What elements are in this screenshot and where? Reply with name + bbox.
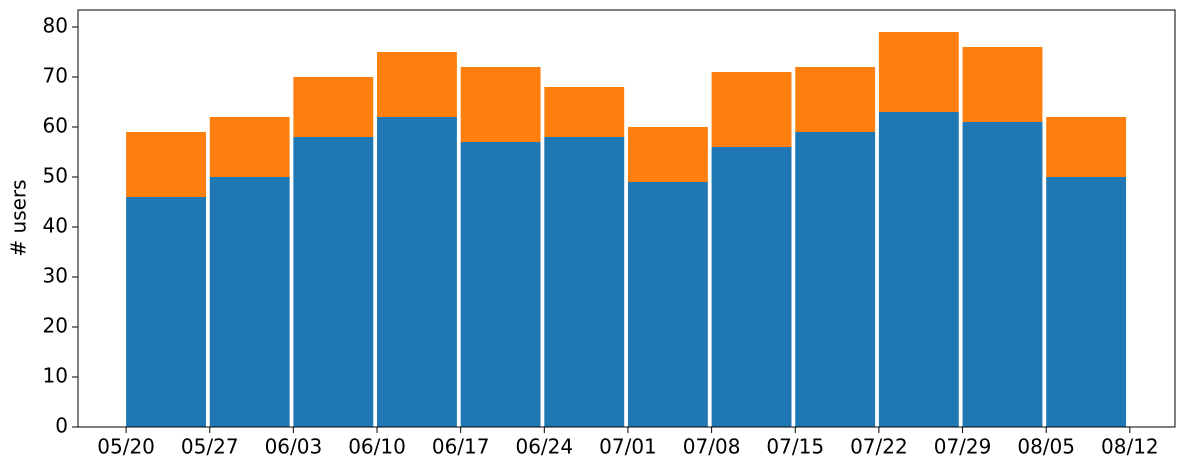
bar-segment: [460, 142, 541, 427]
bar-segment: [126, 132, 206, 197]
x-tick-label: 06/17: [432, 435, 490, 459]
bar-segment: [627, 182, 708, 427]
bar-segment: [711, 147, 792, 427]
y-tick-label: 80: [43, 14, 68, 38]
y-axis-label: # users: [7, 179, 31, 256]
bar-segment: [962, 47, 1043, 122]
bar-segment: [962, 122, 1043, 427]
bar-segment: [377, 117, 457, 427]
x-tick-label: 07/01: [599, 435, 657, 459]
bar-segment: [878, 32, 959, 112]
bar-segment: [795, 132, 876, 427]
bar-segment: [126, 197, 206, 427]
x-tick-label: 07/22: [850, 435, 908, 459]
bar-segment: [293, 137, 374, 427]
y-tick-label: 10: [43, 364, 68, 388]
bar-segment: [795, 67, 876, 132]
bar-segment: [711, 72, 792, 147]
bar-segment: [544, 87, 625, 137]
bar-segment: [1046, 117, 1127, 177]
bar-segment: [460, 67, 541, 142]
bar-segment: [544, 137, 625, 427]
bar-segment: [293, 77, 374, 137]
bar-segment: [1046, 177, 1127, 427]
y-tick-label: 50: [43, 164, 68, 188]
x-tick-label: 07/08: [683, 435, 741, 459]
x-tick-label: 05/20: [97, 435, 155, 459]
x-tick-label: 05/27: [181, 435, 239, 459]
y-tick-label: 30: [43, 264, 68, 288]
y-tick-label: 0: [55, 414, 68, 438]
y-tick-label: 60: [43, 114, 68, 138]
x-tick-label: 06/24: [515, 435, 573, 459]
bar-segment: [627, 127, 708, 182]
bar-segment: [878, 112, 959, 427]
bar-segment: [209, 117, 290, 177]
y-tick-label: 20: [43, 314, 68, 338]
x-tick-label: 07/29: [934, 435, 992, 459]
x-tick-label: 08/12: [1101, 435, 1159, 459]
y-tick-label: 40: [43, 214, 68, 238]
bar-segment: [209, 177, 290, 427]
y-tick-label: 70: [43, 64, 68, 88]
plot-frame: [77, 9, 1176, 428]
x-tick-label: 06/03: [265, 435, 323, 459]
x-tick-label: 06/10: [348, 435, 406, 459]
x-tick-label: 08/05: [1017, 435, 1075, 459]
x-tick-label: 07/15: [766, 435, 824, 459]
bar-segment: [377, 52, 457, 117]
